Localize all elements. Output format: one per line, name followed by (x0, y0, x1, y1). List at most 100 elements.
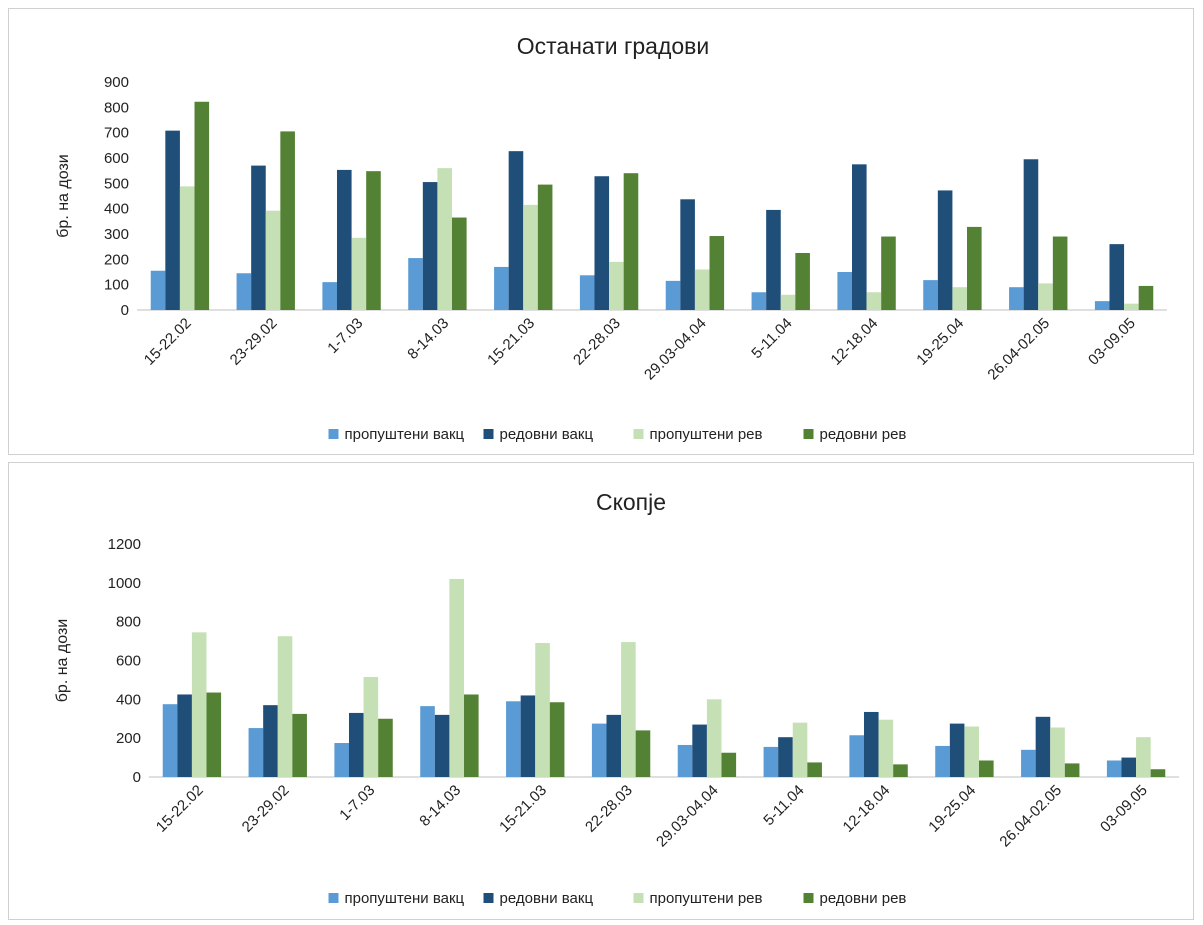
bar (1064, 763, 1080, 777)
bar (709, 236, 725, 310)
legend-swatch (483, 429, 494, 439)
x-tick-label: 1-7.03 (336, 782, 378, 824)
legend-swatch (803, 429, 814, 439)
bar (952, 287, 968, 310)
bar (792, 722, 808, 777)
x-tick-label: 23-29.02 (227, 315, 281, 369)
chart-other-cities: Останати градови бр. на дози 0 100 200 300 400… (55, 33, 1167, 443)
x-tick-label: 15-22.02 (141, 315, 195, 369)
bar (763, 746, 779, 777)
bar (535, 643, 550, 777)
bar (162, 704, 178, 777)
legend-swatch (328, 893, 339, 903)
bar (1121, 757, 1137, 777)
bar (881, 236, 896, 310)
bar (336, 169, 352, 310)
bar (878, 719, 894, 777)
bar (1136, 737, 1151, 777)
bar (949, 723, 965, 777)
bar (1106, 760, 1122, 777)
x-tick-label: 26.04-02.05 (996, 782, 1065, 851)
bar (191, 632, 207, 777)
bar (609, 261, 624, 310)
x-tick-label: 19-25.04 (913, 315, 967, 369)
bar (179, 186, 195, 310)
bar (1050, 727, 1065, 777)
bar (165, 130, 180, 310)
x-tick-label: 5-11.04 (760, 782, 807, 829)
bar (434, 714, 450, 777)
bar (937, 190, 953, 310)
bar (263, 705, 278, 777)
bar (591, 723, 607, 777)
bar (277, 636, 293, 777)
legend-entry: пропуштени рев (650, 890, 763, 907)
bar (1021, 749, 1036, 777)
y-tick-label: 1000 (108, 575, 141, 592)
chart-skopje: Скопје бр. на дози 0 200 400 600 800 1000 1200 15… (54, 489, 1179, 907)
x-tick-label: 8-14.03 (404, 315, 452, 363)
chart-panel-other-cities: Останати градови бр. на дози 0 100 200 300 400… (8, 8, 1194, 455)
chart-title: Скопје (596, 489, 666, 515)
bar (334, 743, 349, 777)
bar (248, 728, 264, 777)
bar (751, 292, 767, 310)
x-tick-label: 23-29.02 (239, 782, 293, 836)
y-tick-label: 600 (104, 150, 129, 167)
bar (579, 275, 595, 310)
bar (795, 253, 810, 310)
x-tick-label: 8-14.03 (416, 782, 464, 830)
x-tick-label: 1-7.03 (324, 315, 366, 357)
bar (420, 706, 435, 777)
bar (1124, 303, 1139, 310)
bar (322, 282, 337, 310)
bar (437, 168, 453, 310)
legend-swatch (633, 893, 644, 903)
bar (665, 280, 681, 310)
x-tick-label: 12-18.04 (840, 782, 894, 836)
bar (807, 762, 822, 777)
x-tick-label: 5-11.04 (748, 315, 795, 362)
bar (863, 711, 879, 777)
legend-entry: редовни рев (820, 890, 907, 907)
y-tick-label: 600 (116, 653, 141, 670)
legend-entry: пропуштени вакц (345, 426, 465, 443)
bar (621, 642, 636, 777)
bar (837, 272, 852, 310)
x-tick-label: 03-09.05 (1085, 315, 1139, 369)
bar (706, 699, 722, 777)
bar (236, 273, 252, 310)
bar (1150, 769, 1166, 777)
y-tick-label: 500 (104, 175, 129, 192)
bar (494, 266, 509, 310)
bar (194, 101, 210, 310)
bar (923, 280, 938, 310)
y-tick-label: 800 (104, 99, 129, 116)
x-tick-label: 15-21.03 (496, 782, 550, 836)
y-tick-label: 900 (104, 74, 129, 91)
bar (280, 131, 295, 310)
legend-swatch (803, 893, 814, 903)
bar (606, 714, 622, 777)
bar (506, 701, 521, 777)
x-tick-label: 03-09.05 (1097, 782, 1151, 836)
x-tick-label: 15-21.03 (484, 315, 538, 369)
y-axis-label: бр. на дози (55, 154, 72, 237)
bar (964, 726, 980, 777)
bar (1009, 287, 1024, 310)
bar (422, 182, 438, 310)
bar (449, 578, 465, 777)
bar (623, 173, 639, 310)
y-tick-label: 0 (133, 769, 141, 786)
chart-title: Останати градови (517, 33, 709, 59)
y-tick-label: 400 (104, 201, 129, 218)
legend-swatch (483, 893, 494, 903)
legend-entry: редовни вакц (500, 890, 594, 907)
bar (366, 171, 381, 310)
y-axis-label: бр. на дози (54, 619, 71, 702)
bar (594, 176, 610, 310)
y-tick-label: 100 (104, 277, 129, 294)
y-tick-label: 0 (121, 302, 129, 319)
x-tick-label: 19-25.04 (925, 782, 979, 836)
legend-swatch (328, 429, 339, 439)
